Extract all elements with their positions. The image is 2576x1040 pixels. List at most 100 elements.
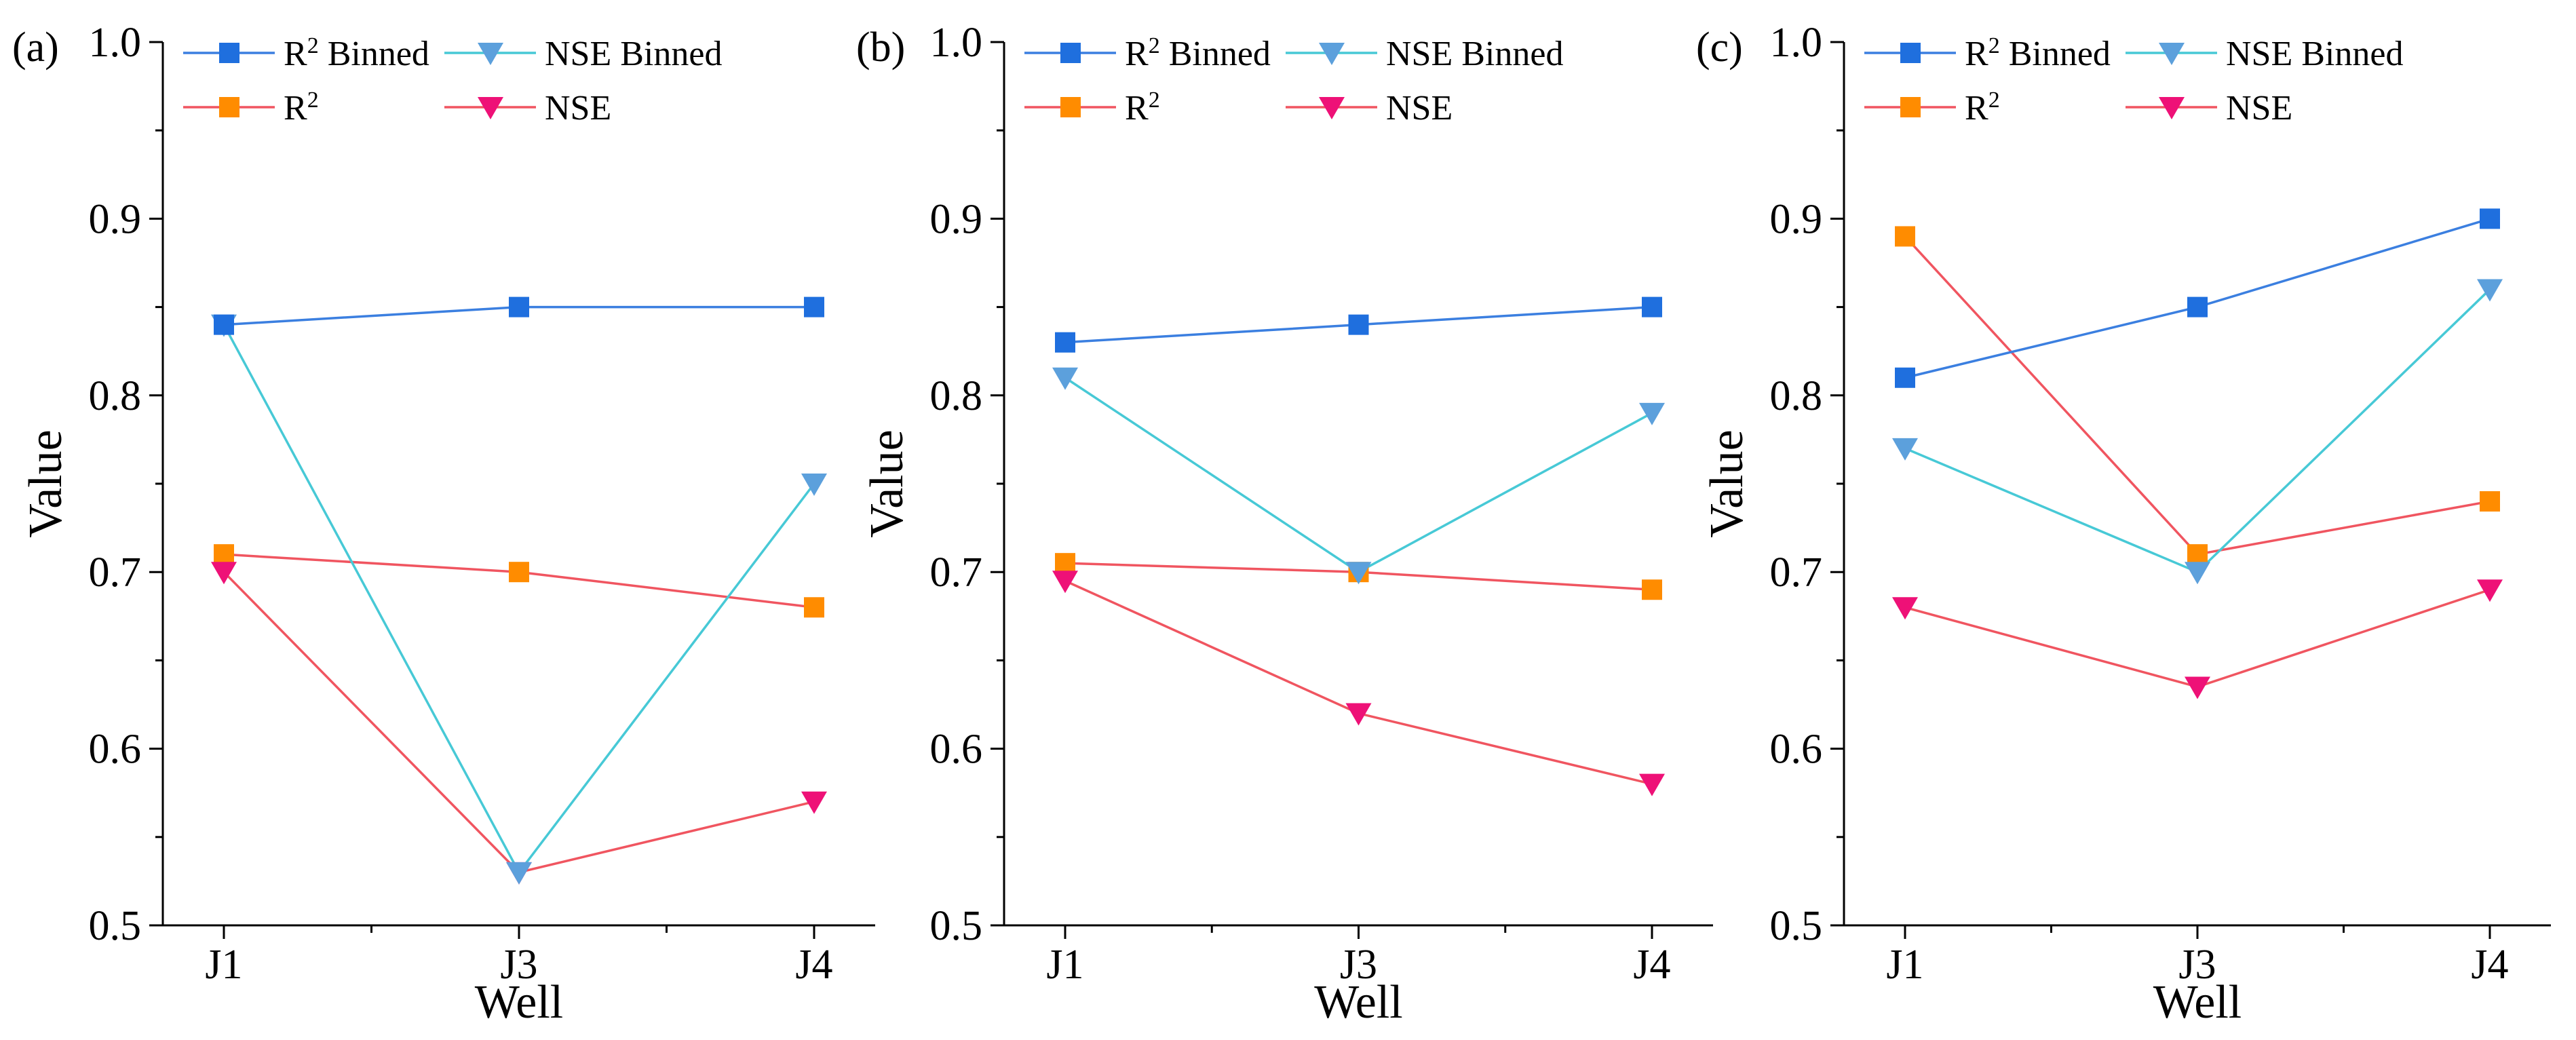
data-point [801,791,827,814]
legend-marker [2159,97,2185,119]
legend-label: R2 Binned [1125,33,1271,74]
series-line [1904,235,2491,556]
x-tick-label: J1 [1046,942,1083,988]
x-tick-label: J4 [2471,942,2508,988]
y-tick-label: 1.0 [89,20,142,66]
y-tick-label: 0.9 [89,196,142,242]
legend-marker [2159,43,2185,65]
data-point [509,296,529,317]
legend-item: R2 Binned [1024,33,1271,74]
legend-item: NSE [444,89,611,128]
y-tick-label: 0.5 [930,903,983,949]
x-tick-label: J3 [500,942,537,988]
legend-item: NSE Binned [2126,35,2403,73]
y-tick-label: 0.6 [89,727,142,773]
data-point [1895,367,1915,388]
x-tick-label: J1 [205,942,242,988]
data-point [1052,367,1078,390]
data-point [1642,579,1662,600]
x-tick-label: J1 [1886,942,1923,988]
legend-marker [478,97,503,119]
panel-label: (b) [856,24,905,71]
y-axis-title: Value [1701,429,1753,537]
series-line [1064,579,1653,786]
legend-label: R2 Binned [284,33,429,74]
y-tick-label: 0.7 [89,550,142,596]
panel-1: 0.5 0.6 0.7 0.8 0.9 1.0 J1 J3 J4 Well Value (a) R2 B… [12,20,875,1028]
legend-label: NSE Binned [2226,35,2403,73]
data-point [2187,296,2208,317]
panel-label: (a) [12,24,59,71]
y-tick-label: 0.7 [1770,550,1823,596]
legend-marker [1900,97,1921,117]
legend-label: R2 [284,88,319,128]
x-tick-label: J3 [2178,942,2216,988]
data-point [1639,773,1665,796]
legend-label: R2 [1965,88,2000,128]
y-axis-title: Value [20,429,72,537]
data-point [2185,676,2210,699]
legend-item: R2 Binned [183,33,429,74]
series-line [223,324,815,875]
data-point [2185,562,2210,585]
data-point [1895,226,1915,247]
panel-3: 0.5 0.6 0.7 0.8 0.9 1.0 J1 J3 J4 Well Value (c) R2 B… [1696,20,2551,1028]
legend-item: NSE [2126,89,2292,128]
data-point [1639,402,1665,425]
data-point [2187,544,2208,565]
y-tick-label: 0.6 [1770,727,1823,773]
legend-item: R2 [1024,88,1160,128]
legend-marker [1060,97,1081,117]
x-axis-title: Well [475,976,563,1028]
y-tick-label: 1.0 [1770,20,1823,66]
series-line [223,571,815,874]
data-point [1348,314,1369,335]
legend-item: R2 [183,88,319,128]
y-tick-label: 0.8 [1770,373,1823,419]
y-tick-label: 0.8 [89,373,142,419]
data-point [804,597,824,618]
legend-marker [1900,43,1921,63]
data-point [1642,296,1662,317]
y-tick-label: 0.9 [930,196,983,242]
data-point [1345,703,1372,726]
data-point [801,474,827,496]
x-tick-label: J4 [795,942,832,988]
legend-item: NSE Binned [444,35,722,73]
y-axis-title: Value [861,429,913,537]
y-tick-label: 0.7 [930,550,983,596]
legend-label: R2 [1125,88,1160,128]
y-tick-label: 0.9 [1770,196,1823,242]
legend-label: NSE Binned [1386,35,1563,73]
data-point [804,296,824,317]
x-axis-title: Well [2153,976,2242,1028]
legend-marker [219,43,239,63]
series-line [1904,588,2491,689]
x-axis-title: Well [1314,976,1402,1028]
y-tick-label: 0.8 [930,373,983,419]
data-point [1892,597,1918,620]
legend-marker [219,97,239,117]
legend-item: NSE [1286,89,1453,128]
data-point [1055,553,1075,574]
x-tick-label: J3 [1340,942,1377,988]
legend-marker [1319,43,1345,65]
data-point [506,862,532,885]
y-tick-label: 0.5 [89,903,142,949]
legend-marker [1060,43,1081,63]
legend-label: R2 Binned [1965,33,2111,74]
legend-label: NSE [1386,89,1453,128]
data-point [2477,279,2503,302]
panel-label: (c) [1696,24,1743,71]
data-point [509,562,529,583]
legend-label: NSE [545,89,611,128]
panel-2: 0.5 0.6 0.7 0.8 0.9 1.0 J1 J3 J4 Well Value (b) R2 B… [856,20,1713,1028]
legend-item: R2 [1864,88,2000,128]
legend-label: NSE [2226,89,2292,128]
y-tick-label: 0.5 [1770,903,1823,949]
legend-item: NSE Binned [1286,35,1563,73]
data-point [211,562,237,585]
data-point [2480,208,2500,229]
